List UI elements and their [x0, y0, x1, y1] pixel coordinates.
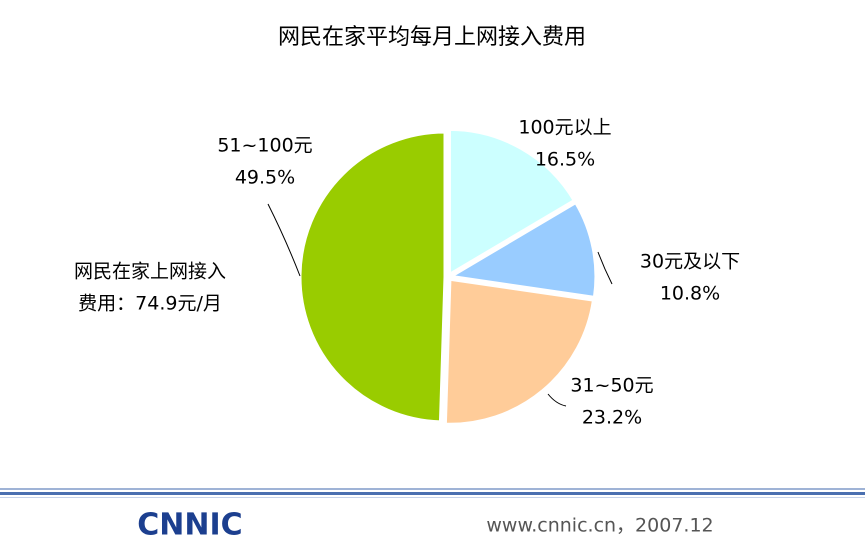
- value-label: 49.5%: [235, 167, 295, 189]
- pie-slice: [443, 277, 596, 426]
- footer-text: www.cnnic.cn，2007.12: [486, 515, 713, 537]
- value-label: 10.8%: [660, 283, 720, 305]
- pie-slice: [446, 200, 598, 300]
- rule: [0, 497, 865, 498]
- leader-line: [267, 203, 301, 277]
- rule: [0, 492, 865, 495]
- pie-slice: [298, 130, 447, 424]
- value-label: 23.2%: [582, 407, 642, 429]
- chart-title: 网民在家平均每月上网接入费用: [278, 25, 586, 50]
- slice-label: 31~50元: [570, 375, 653, 397]
- slice-label: 51~100元: [217, 135, 312, 157]
- annotation: 网民在家上网接入: [74, 261, 226, 283]
- leader-line: [547, 393, 567, 407]
- leader-line: [597, 251, 613, 285]
- slice-label: 100元以上: [518, 117, 611, 139]
- annotation: 费用：74.9元/月: [78, 293, 222, 315]
- footer-rule: [0, 488, 865, 498]
- logo: CNNIC: [137, 508, 242, 543]
- slice-label: 30元及以下: [640, 251, 740, 273]
- value-label: 16.5%: [535, 149, 595, 171]
- pie-slice: [447, 127, 577, 278]
- rule: [0, 488, 865, 490]
